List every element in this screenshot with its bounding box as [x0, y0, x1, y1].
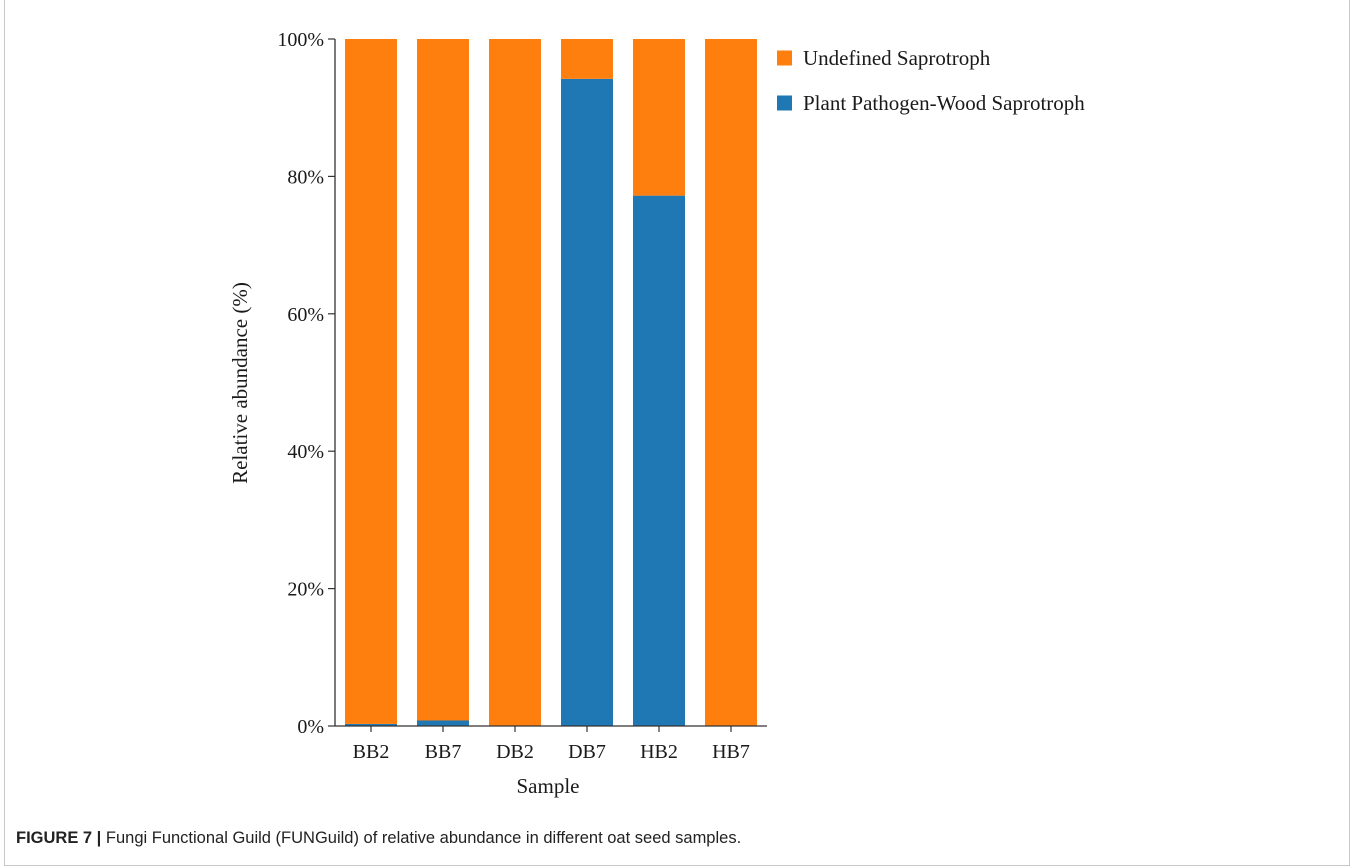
legend: Undefined Saprotroph Plant Pathogen-Wood …: [777, 46, 1085, 115]
bar-segment-db7-undefined-saprotroph: [561, 39, 613, 79]
y-tick-label: 40%: [287, 441, 324, 463]
x-tick-label: DB2: [496, 741, 534, 763]
legend-swatch-undefined-saprotroph: [777, 50, 792, 66]
axes-group: BB2 BB7 DB2 DB7 HB2 HB7 0% 20% 40% 60% 80% 100%: [277, 29, 767, 763]
x-tick-label: BB2: [353, 741, 390, 763]
bar-segment-db7-plant-pathogen-wood-saprotroph: [561, 78, 613, 726]
y-tick-label: 20%: [287, 579, 324, 601]
bar-segment-hb7-undefined-saprotroph: [705, 39, 757, 726]
bar-segment-hb2-undefined-saprotroph: [633, 39, 685, 196]
stacked-bar-chart: BB2 BB7 DB2 DB7 HB2 HB7 0% 20% 40% 60% 80% 100% Und…: [228, 29, 1085, 798]
bar-segment-bb7-plant-pathogen-wood-saprotroph: [417, 720, 469, 726]
bar-segment-bb7-undefined-saprotroph: [417, 39, 469, 721]
bar-segment-hb2-plant-pathogen-wood-saprotroph: [633, 195, 685, 727]
bar-segment-bb2-plant-pathogen-wood-saprotroph: [345, 723, 397, 726]
y-tick-label: 80%: [287, 166, 324, 188]
y-axis-title: Relative abundance (%): [228, 282, 252, 484]
caption-text: Fungi Functional Guild (FUNGuild) of rel…: [101, 829, 742, 847]
figure-label: FIGURE 7 |: [16, 829, 102, 847]
x-tick-label: BB7: [425, 741, 462, 763]
y-tick-label: 100%: [277, 29, 324, 51]
y-tick-label: 0%: [297, 716, 324, 738]
bar-segment-bb2-undefined-saprotroph: [345, 39, 397, 724]
x-axis-title: Sample: [517, 774, 580, 798]
x-tick-label: HB2: [640, 741, 678, 763]
legend-label-undefined-saprotroph: Undefined Saprotroph: [803, 46, 991, 70]
legend-swatch-plant-pathogen-wood-saprotroph: [777, 95, 792, 111]
figure-frame: [4, 0, 1350, 866]
figure-caption: FIGURE 7 | Fungi Functional Guild (FUNGu…: [16, 829, 741, 848]
legend-label-plant-pathogen-wood-saprotroph: Plant Pathogen-Wood Saprotroph: [803, 91, 1085, 115]
y-tick-label: 60%: [287, 304, 324, 326]
x-tick-label: DB7: [568, 741, 606, 763]
bar-segment-db2-undefined-saprotroph: [489, 39, 541, 726]
x-tick-label: HB7: [712, 741, 750, 763]
bars-group: [345, 39, 757, 727]
